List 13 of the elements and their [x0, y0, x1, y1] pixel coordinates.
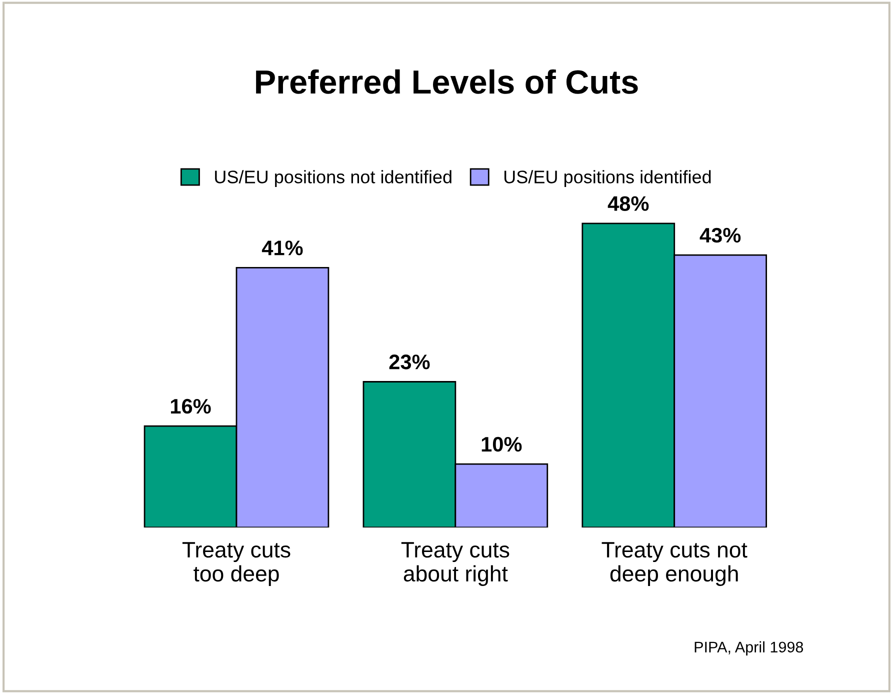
x-tick-label: Treaty cuts about right — [401, 542, 510, 586]
text: PIPA, April 1998 — [694, 641, 804, 656]
data-label: 16% — [170, 398, 211, 414]
data-label: 23% — [389, 354, 430, 370]
data-label: 10% — [482, 436, 522, 452]
chart-title: Preferred Levels of Cuts — [256, 69, 638, 94]
legend-label: US/EU positions not identified — [215, 170, 452, 187]
data-label: 43% — [700, 228, 741, 243]
x-tick-label: Treaty cuts too deep — [182, 542, 290, 586]
legend-label: US/EU positions identified — [504, 170, 711, 187]
data-label: 48% — [608, 196, 649, 211]
data-label: 41% — [262, 240, 303, 256]
x-tick-label: Treaty cuts not deep enough — [602, 542, 748, 586]
